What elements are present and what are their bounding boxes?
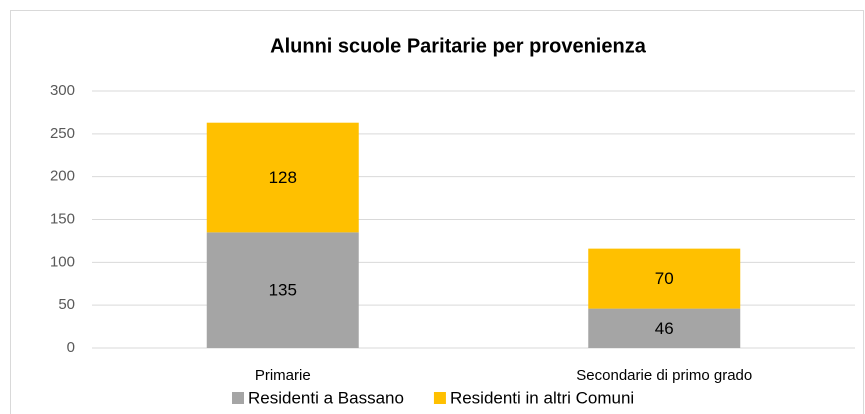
bar-segment	[588, 248, 741, 309]
y-tick-label: 150	[50, 210, 75, 227]
legend-swatch	[232, 392, 244, 404]
chart-frame	[10, 10, 864, 414]
legend-label: Residenti in altri Comuni	[450, 388, 634, 407]
bar-segment	[588, 308, 741, 348]
value-label: 70	[655, 269, 674, 288]
x-tick-label: Primarie	[255, 367, 311, 384]
x-tick-label: Secondarie di primo grado	[576, 367, 752, 384]
y-tick-label: 200	[50, 168, 75, 185]
y-tick-label: 300	[50, 82, 75, 99]
y-tick-label: 0	[67, 339, 75, 356]
bar-segment	[206, 122, 359, 233]
bar-segment	[206, 232, 359, 348]
value-label: 128	[269, 168, 297, 187]
y-tick-label: 50	[58, 296, 75, 313]
legend-swatch	[433, 392, 446, 404]
legend-label: Residenti a Bassano	[248, 388, 404, 407]
y-tick-label: 100	[50, 253, 75, 270]
chart-title: Alunni scuole Paritarie per provenienza	[270, 35, 647, 57]
value-label: 135	[269, 281, 297, 300]
y-tick-label: 250	[50, 125, 75, 142]
value-label: 46	[655, 319, 674, 338]
